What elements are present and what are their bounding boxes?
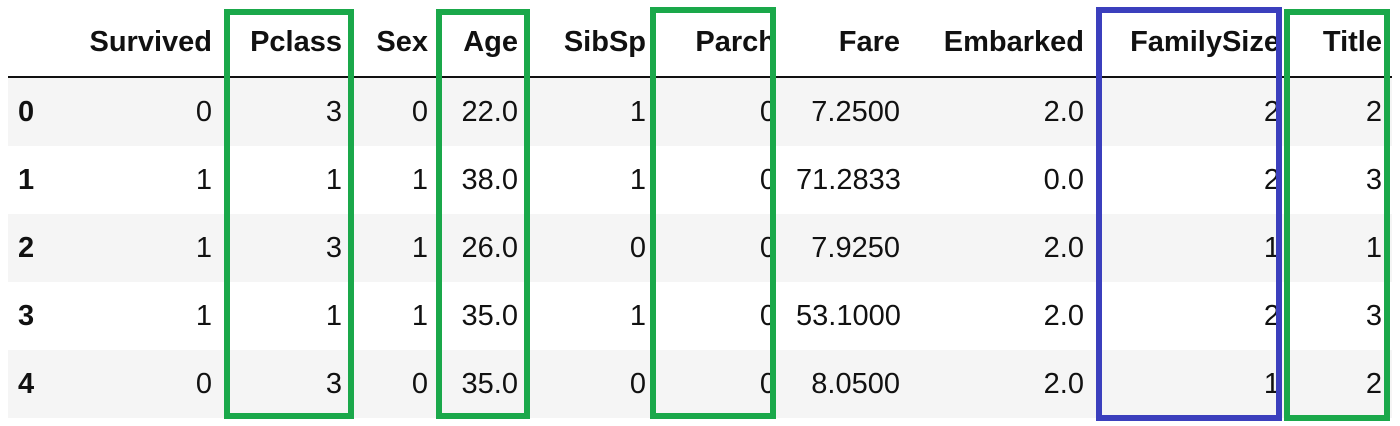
cell-sibsp: 0: [629, 367, 646, 400]
row-index: 0: [18, 95, 35, 128]
cell-title: 2: [1365, 367, 1382, 400]
cell-age: 26.0: [461, 231, 518, 264]
cell-title: 3: [1365, 299, 1382, 332]
cell-age: 35.0: [461, 299, 518, 332]
cell-sibsp: 1: [629, 95, 646, 128]
cell-fare: 71.2833: [796, 163, 901, 196]
table-row: 2 1 3 1 26.0 0 0 7.9250 2.0 1 1: [8, 214, 1392, 282]
cell-title: 3: [1365, 163, 1382, 196]
col-header-embarked: Embarked: [910, 8, 1094, 78]
col-header-survived: Survived: [58, 8, 222, 78]
cell-fare: 8.0500: [811, 367, 900, 400]
cell-sex: 1: [411, 163, 428, 196]
row-index: 2: [18, 231, 35, 264]
index-header: [8, 8, 58, 78]
cell-parch: 0: [759, 95, 776, 128]
cell-familysize: 2: [1263, 95, 1280, 128]
col-header-pclass: Pclass: [222, 8, 352, 78]
col-header-sex: Sex: [352, 8, 438, 78]
cell-survived: 1: [195, 231, 212, 264]
cell-fare: 7.2500: [811, 95, 900, 128]
table-row: 0 0 3 0 22.0 1 0 7.2500 2.0 2 2: [8, 77, 1392, 146]
cell-familysize: 2: [1263, 299, 1280, 332]
cell-sex: 1: [411, 231, 428, 264]
cell-sibsp: 1: [629, 299, 646, 332]
cell-pclass: 1: [325, 163, 342, 196]
col-header-age: Age: [438, 8, 528, 78]
dataframe-table: Survived Pclass Sex Age SibSp Parch Fare…: [8, 8, 1392, 418]
col-header-sibsp: SibSp: [528, 8, 656, 78]
cell-title: 1: [1365, 231, 1382, 264]
row-index: 1: [18, 163, 35, 196]
col-header-parch: Parch: [656, 8, 786, 78]
cell-age: 35.0: [461, 367, 518, 400]
cell-sex: 0: [411, 367, 428, 400]
row-index: 4: [18, 367, 35, 400]
cell-sex: 0: [411, 95, 428, 128]
cell-survived: 1: [195, 163, 212, 196]
cell-familysize: 1: [1263, 231, 1280, 264]
cell-pclass: 1: [325, 299, 342, 332]
cell-sibsp: 0: [629, 231, 646, 264]
cell-pclass: 3: [325, 95, 342, 128]
table-row: 3 1 1 1 35.0 1 0 53.1000 2.0 2 3: [8, 282, 1392, 350]
cell-age: 22.0: [461, 95, 518, 128]
cell-embarked: 2.0: [1043, 231, 1084, 264]
header-row: Survived Pclass Sex Age SibSp Parch Fare…: [8, 8, 1392, 78]
table-row: 4 0 3 0 35.0 0 0 8.0500 2.0 1 2: [8, 350, 1392, 418]
row-index: 3: [18, 299, 35, 332]
cell-parch: 0: [759, 299, 776, 332]
cell-familysize: 1: [1263, 367, 1280, 400]
table-row: 1 1 1 1 38.0 1 0 71.2833 0.0 2 3: [8, 146, 1392, 214]
cell-pclass: 3: [325, 231, 342, 264]
cell-title: 2: [1365, 95, 1382, 128]
col-header-fare: Fare: [786, 8, 910, 78]
cell-fare: 7.9250: [811, 231, 900, 264]
cell-survived: 0: [195, 95, 212, 128]
cell-sibsp: 1: [629, 163, 646, 196]
cell-parch: 0: [759, 231, 776, 264]
cell-sex: 1: [411, 299, 428, 332]
cell-parch: 0: [759, 367, 776, 400]
cell-embarked: 0.0: [1043, 163, 1084, 196]
cell-embarked: 2.0: [1043, 299, 1084, 332]
cell-embarked: 2.0: [1043, 95, 1084, 128]
cell-age: 38.0: [461, 163, 518, 196]
cell-survived: 1: [195, 299, 212, 332]
col-header-familysize: FamilySize: [1094, 8, 1290, 78]
cell-parch: 0: [759, 163, 776, 196]
cell-fare: 53.1000: [796, 299, 901, 332]
cell-familysize: 2: [1263, 163, 1280, 196]
cell-pclass: 3: [325, 367, 342, 400]
col-header-title: Title: [1290, 8, 1392, 78]
cell-survived: 0: [195, 367, 212, 400]
cell-embarked: 2.0: [1043, 367, 1084, 400]
